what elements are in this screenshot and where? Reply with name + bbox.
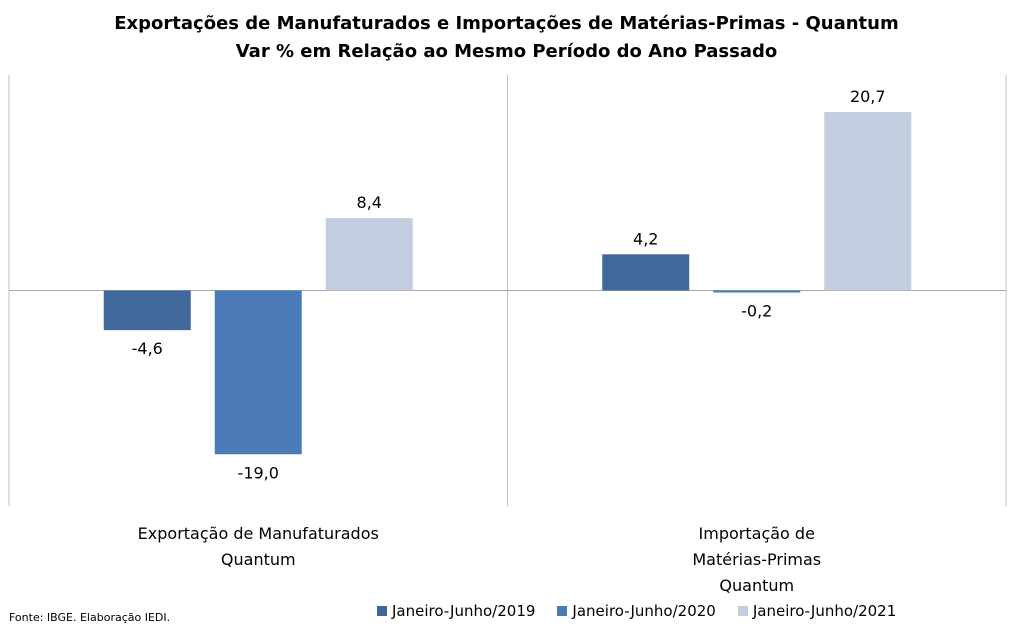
data-label-1-0: 4,2 [633, 229, 658, 248]
bar-1-1 [713, 290, 801, 293]
data-label-1-2: 20,7 [850, 87, 886, 106]
legend-label-2019: Janeiro-Junho/2019 [392, 602, 536, 620]
legend-swatch-2019 [377, 606, 387, 616]
legend-item-2021: Janeiro-Junho/2021 [737, 602, 897, 620]
legend-item-2019: Janeiro-Junho/2019 [377, 602, 535, 620]
chart-title: Exportações de Manufaturados e Importaçõ… [114, 13, 899, 34]
data-label-1-1: -0,2 [741, 302, 772, 321]
bar-0-0 [103, 290, 191, 331]
data-label-0-1: -19,0 [238, 463, 279, 482]
legend-swatch-2021 [737, 606, 748, 616]
legend-label-2020: Janeiro-Junho/2020 [572, 602, 716, 620]
category-label-1-0: Importação de [699, 524, 815, 543]
legend-label-2021: Janeiro-Junho/2021 [752, 602, 897, 620]
category-label-1-1: Matérias-Primas [692, 550, 821, 569]
legend: Janeiro-Junho/2019 Janeiro-Junho/2020 Ja… [377, 602, 896, 620]
bar-0-2 [325, 218, 413, 291]
category-label-0-0: Exportação de Manufaturados [138, 524, 379, 543]
category-label-1-2: Quantum [719, 576, 794, 595]
category-label-0-1: Quantum [221, 550, 296, 569]
bar-0-1 [214, 290, 302, 455]
bar-1-0 [602, 254, 690, 291]
data-label-0-0: -4,6 [132, 339, 163, 358]
legend-swatch-2020 [557, 606, 568, 616]
source-note: Fonte: IBGE. Elaboração IEDI. [9, 611, 171, 624]
chart-subtitle: Var % em Relação ao Mesmo Período do Ano… [235, 41, 778, 62]
data-label-0-2: 8,4 [357, 193, 382, 212]
legend-item-2020: Janeiro-Junho/2020 [557, 602, 716, 620]
bar-1-2 [824, 112, 912, 291]
